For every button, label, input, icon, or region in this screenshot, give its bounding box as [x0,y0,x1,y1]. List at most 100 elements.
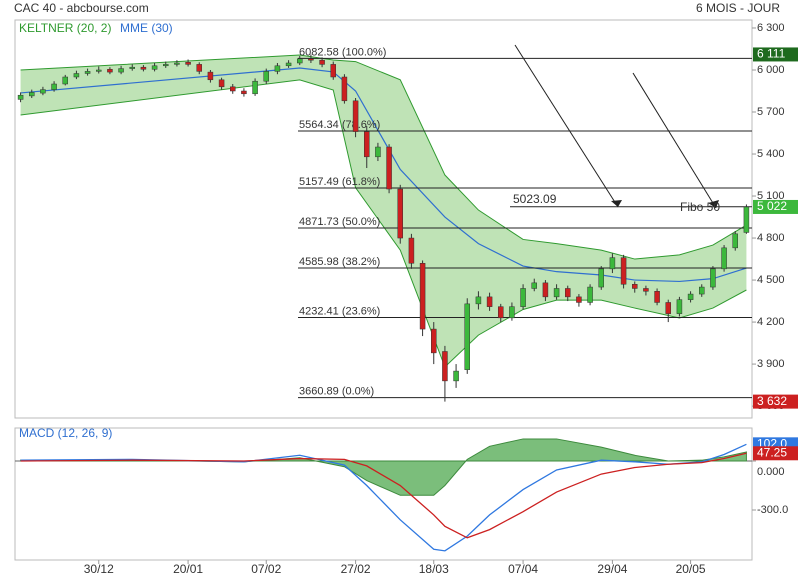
candle-body [386,146,392,190]
candle-body [29,92,35,97]
candle-body [151,65,158,70]
candle-body [241,90,247,95]
annotation-text: Fibo 50 [680,200,720,214]
price-marker-label: 6 111 [757,47,786,61]
price-marker-label: 47.25 [757,445,787,459]
macd-title: MACD (12, 26, 9) [19,426,112,440]
price-marker-label: 3 632 [757,394,787,408]
candle-body [330,64,336,78]
y-tick-label: 6 300 [757,22,785,34]
candle-body [129,66,135,69]
x-tick-label: 18/03 [419,562,449,576]
candle-body [118,68,124,73]
arrow-head [611,200,622,207]
candle-body [509,306,515,319]
x-tick-label: 27/02 [341,562,371,576]
price-marker-label: 5 022 [757,199,787,213]
candle-body [475,296,482,305]
fib-label: 3660.89 (0.0%) [299,385,374,397]
fib-label: 4585.98 (38.2%) [299,256,380,268]
mme-line [20,67,747,283]
candle-body [96,69,102,72]
candle-body [185,62,191,65]
candle-body [319,59,325,65]
y-tick-label: 5 700 [757,106,785,118]
candle-body [676,299,683,314]
candle-body [643,288,649,292]
candle-body [710,268,716,288]
candle-body [17,94,24,100]
candle-body [531,282,537,289]
candle-body [732,233,738,249]
candle-body [207,71,214,81]
candle-body [565,288,571,298]
candle-body [285,62,292,67]
fib-label: 4232.41 (23.6%) [299,305,380,317]
candle-body [163,64,169,67]
candle-body [743,206,750,233]
candle-body [620,257,627,285]
y-tick-label: 4 800 [757,232,785,244]
price-marker-box [753,199,798,214]
candle-body [297,58,303,64]
candle-body [609,257,616,270]
macd-line [20,452,747,539]
arrow-line [514,44,619,208]
candle-body [62,76,68,85]
chart-title: CAC 40 - abcbourse.com [14,1,149,15]
candle-body [408,237,415,264]
x-tick-label: 29/04 [597,562,627,576]
candle-body [263,71,269,82]
candle-body [486,296,493,307]
annotation-label: 5023.09 [513,192,557,206]
candle-body [230,86,236,92]
y-tick-label: 4 200 [757,316,785,328]
candle-body [721,247,727,270]
candle-body [84,71,91,74]
keltner-lower [20,79,747,368]
price-marker-box [753,446,798,461]
y-tick-label: -300.0 [757,504,788,516]
y-tick-label: 5 400 [757,148,785,160]
price-marker-box [753,394,798,409]
x-tick-label: 30/12 [84,562,114,576]
candle-body [498,306,504,319]
candle-body [442,351,448,382]
candle-body [464,303,470,370]
candle-body [364,131,370,158]
candle-body [687,293,694,300]
keltner-upper [20,54,747,260]
price-panel [14,19,753,419]
candle-body [699,286,705,295]
macd-panel [14,427,753,561]
candle-body [218,79,225,88]
candle-body [174,62,180,65]
candle-body [51,83,57,90]
arrow-head [708,200,719,208]
candle-body [308,58,314,61]
price-marker-box [753,47,798,62]
legend-keltner: KELTNER (20, 2) [19,21,111,35]
y-tick-label: 5 100 [757,190,785,202]
fib-label: 5157.49 (61.8%) [299,176,380,188]
candle-body [40,89,46,94]
y-tick-label: 3 900 [757,358,785,370]
y-tick-label: 6 000 [757,64,785,76]
candle-body [196,64,202,72]
fib-label: 6082.58 (100.0%) [299,46,386,58]
x-tick-label: 07/02 [251,562,281,576]
candle-body [252,80,258,95]
candle-body [598,268,604,288]
fib-label: 5564.34 (78.6%) [299,119,380,131]
candle-body [542,282,549,298]
candle-body [553,288,560,298]
keltner-band [20,55,747,367]
y-tick-label: 0.000 [757,466,785,478]
candle-body [453,370,459,382]
candle-body [665,302,671,314]
candle-body [576,296,582,303]
candle-body [654,291,660,303]
candle-body [431,328,437,354]
candle-body [419,263,426,330]
y-tick-label: 4 500 [757,274,785,286]
